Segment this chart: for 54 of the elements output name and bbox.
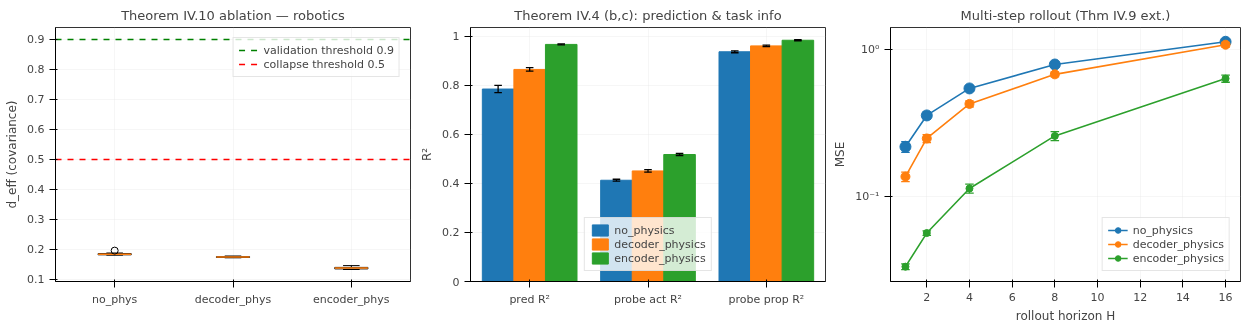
bar	[481, 88, 515, 282]
chart-title: Multi-step rollout (Thm IV.9 ext.)	[960, 7, 1171, 23]
point	[963, 82, 976, 95]
x-tick-label: probe act R²	[614, 292, 682, 306]
y-tick-label: 0.2	[442, 226, 460, 240]
legend-label: collapse threshold 0.5	[263, 57, 385, 71]
y-tick-label: 0.8	[442, 79, 460, 93]
legend-label: encoder_physics	[614, 251, 706, 265]
y-tick-label: 0.6	[442, 128, 460, 142]
chart-title: Theorem IV.10 ablation — robotics	[120, 7, 346, 23]
bar	[750, 45, 783, 282]
x-tick-label: probe prop R²	[728, 292, 805, 306]
x-tick-label: decoder_phys	[194, 292, 272, 306]
legend-label: no_physics	[1132, 223, 1193, 237]
y-tick-label: 0.6	[27, 123, 45, 137]
y-tick-label: 0.8	[27, 63, 45, 77]
bar	[718, 51, 752, 282]
legend-label: validation threshold 0.9	[263, 43, 394, 57]
x-tick-label: 6	[1008, 290, 1016, 304]
bar	[544, 43, 578, 282]
y-axis-title: R²	[420, 147, 435, 162]
y-tick-label: 0.9	[27, 33, 45, 47]
y-axis-title: d_eff (covariance)	[5, 100, 20, 209]
y-tick-label: 0.3	[27, 213, 45, 227]
y-tick-label: 0.4	[27, 183, 45, 197]
y-tick-label: 10⁰	[861, 42, 881, 56]
bar	[781, 39, 815, 282]
x-tick-label: 10	[1090, 290, 1105, 304]
legend-label: decoder_physics	[614, 237, 706, 251]
y-tick-label: 0	[452, 275, 460, 289]
x-tick-label: 12	[1133, 290, 1148, 304]
x-tick-label: encoder_phys	[313, 292, 390, 306]
y-tick-label: 0.2	[27, 243, 45, 257]
y-tick-label: 0.5	[27, 153, 45, 167]
x-tick-label: pred R²	[509, 292, 550, 306]
y-tick-label: 1	[452, 30, 460, 44]
legend-label: no_physics	[614, 223, 675, 237]
legend-label: encoder_physics	[1132, 251, 1224, 265]
point	[1048, 58, 1061, 71]
y-axis-title: MSE	[833, 141, 848, 168]
x-tick-label: 4	[965, 290, 973, 304]
chart-title: Theorem IV.4 (b,c): prediction & task info	[513, 7, 782, 23]
y-tick-label: 0.4	[442, 177, 460, 191]
y-tick-label: 0.7	[27, 93, 45, 107]
legend-label: decoder_physics	[1132, 237, 1224, 251]
y-tick-label: 10⁻¹	[855, 189, 880, 203]
x-tick-label: no_phys	[91, 292, 138, 306]
x-tick-label: 2	[923, 290, 931, 304]
bar	[513, 68, 546, 282]
x-tick-label: 14	[1175, 290, 1190, 304]
x-tick-label: 8	[1051, 290, 1059, 304]
y-tick-label: 0.1	[27, 273, 45, 287]
x-tick-label: 16	[1218, 290, 1233, 304]
x-axis-title: rollout horizon H	[1015, 308, 1116, 323]
